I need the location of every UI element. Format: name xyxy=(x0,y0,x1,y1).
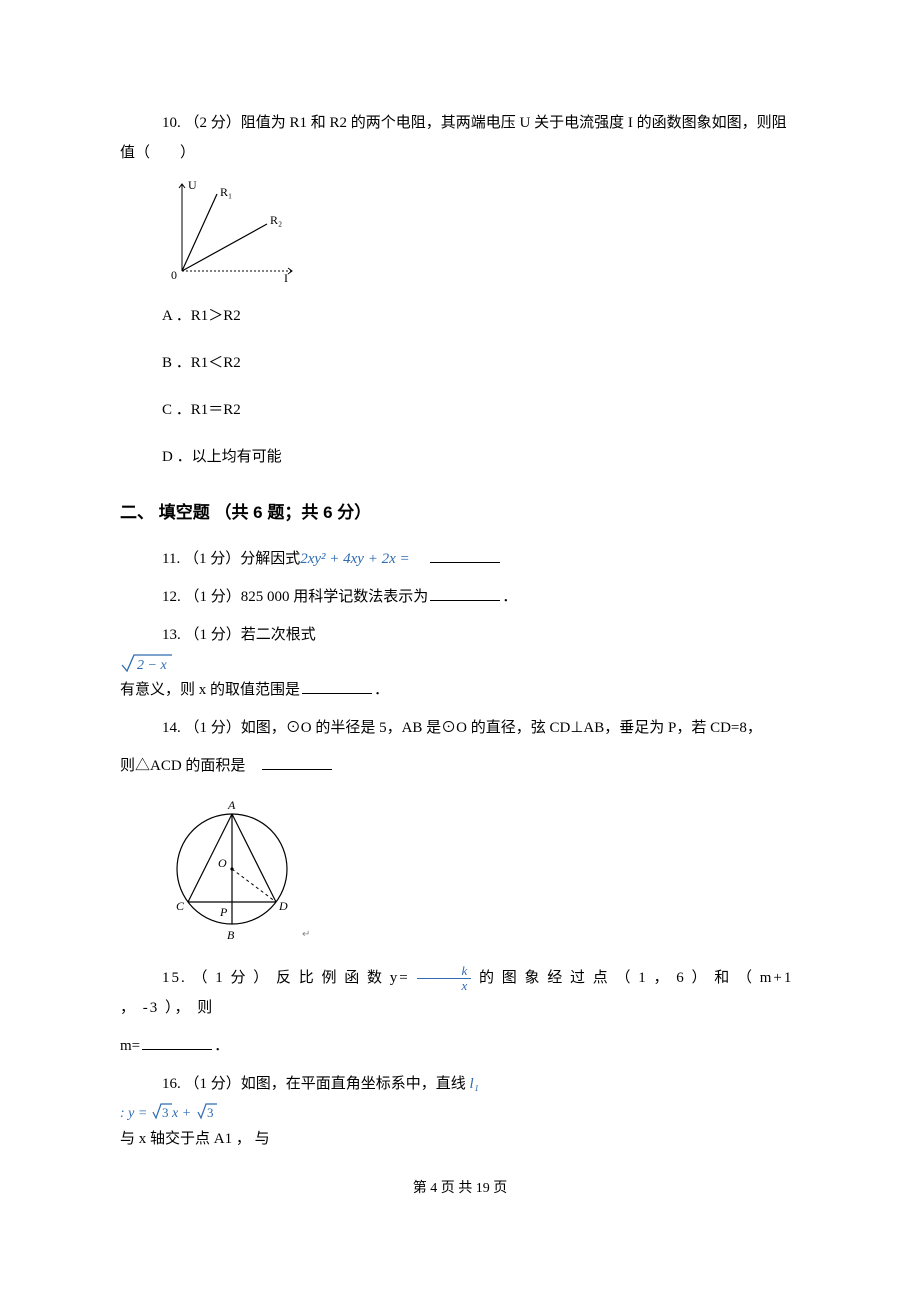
q11-text: 11. （1 分）分解因式2xy² + 4xy + 2x = xyxy=(120,544,800,574)
q14-line1: 14. （1 分）如图，⊙O 的半径是 5，AB 是⊙O 的直径，弦 CD⊥AB… xyxy=(120,713,800,743)
q16-suffix: 与 x 轴交于点 A1 ， 与 xyxy=(120,1131,270,1147)
q15-line1: 15. （ 1 分 ） 反 比 例 函 数 y= kx 的 图 象 经 过 点 … xyxy=(120,963,800,1023)
q14-line2: 则△ACD 的面积是 xyxy=(120,758,260,774)
q10-opt-c: C ．R1＝R2 xyxy=(120,394,800,427)
q13-radical: 2 − x xyxy=(120,651,800,675)
q13-text: 13. （1 分）若二次根式 2 − x 有意义，则 x 的取值范围是 ． xyxy=(120,620,800,705)
q12-text: 12. （1 分）825 000 用科学记数法表示为 ． xyxy=(120,582,800,612)
svg-text:D: D xyxy=(278,899,288,913)
q14-blank xyxy=(262,754,332,770)
page-content: 10. （2 分）阻值为 R1 和 R2 的两个电阻，其两端电压 U 关于电流强… xyxy=(0,0,920,1243)
axis-u-label: U xyxy=(188,178,197,192)
q16-prefix: 16. （1 分）如图，在平面直角坐标系中，直线 xyxy=(162,1076,470,1092)
q13-suffix: ． xyxy=(374,682,389,698)
svg-text:A: A xyxy=(227,798,236,812)
q15-prefix: 15. （ 1 分 ） 反 比 例 函 数 y= xyxy=(162,970,415,986)
r2-label: R₂ xyxy=(270,213,282,227)
q10-text: 10. （2 分）阻值为 R1 和 R2 的两个电阻，其两端电压 U 关于电流强… xyxy=(120,108,800,168)
origin-label: 0 xyxy=(171,268,177,282)
svg-text:B: B xyxy=(227,928,235,942)
q13-mid: 有意义，则 x 的取值范围是 xyxy=(120,682,300,698)
q11-blank xyxy=(430,547,500,563)
q16-eq: : y = 3 x + 3 xyxy=(120,1100,800,1124)
axis-i-label: I xyxy=(284,271,288,285)
svg-text:P: P xyxy=(219,905,228,919)
q13-blank xyxy=(302,678,372,694)
q10-graph: U I 0 R₁ R₂ xyxy=(162,176,800,286)
q10-opt-b: B ．R1＜R2 xyxy=(120,347,800,380)
q15-blank xyxy=(142,1034,212,1050)
q15-frac-num: k xyxy=(417,964,471,979)
q10-opt-d: D ．以上均有可能 xyxy=(120,441,800,474)
q16-text: 16. （1 分）如图，在平面直角坐标系中，直线 l₁ : y = 3 x + … xyxy=(120,1069,800,1154)
q12-suffix: ． xyxy=(502,589,517,605)
q11-prefix: 11. （1 分）分解因式 xyxy=(162,551,300,567)
q15-line2-suffix: ． xyxy=(214,1038,229,1054)
section-2-header: 二、 填空题 （共 6 题；共 6 分） xyxy=(120,496,800,530)
q15-line2: m= ． xyxy=(120,1031,800,1061)
svg-text:2 − x: 2 − x xyxy=(137,658,167,673)
q16-l1: l₁ xyxy=(470,1076,479,1092)
r1-label: R₁ xyxy=(220,185,232,199)
svg-text:C: C xyxy=(176,899,185,913)
q13-prefix: 13. （1 分）若二次根式 xyxy=(162,627,316,643)
svg-text:x +: x + xyxy=(171,1106,191,1121)
q15-line2-prefix: m= xyxy=(120,1038,140,1054)
q15-frac-den: x xyxy=(417,979,471,993)
q12-body: 12. （1 分）825 000 用科学记数法表示为 xyxy=(162,589,428,605)
page-footer: 第 4 页 共 19 页 xyxy=(120,1175,800,1203)
svg-text:3: 3 xyxy=(162,1105,169,1120)
svg-text:3: 3 xyxy=(207,1105,214,1120)
svg-text:O: O xyxy=(218,856,227,870)
q12-blank xyxy=(430,585,500,601)
q11-expr: 2xy² + 4xy + 2x = xyxy=(300,551,409,567)
q15-frac: kx xyxy=(417,964,471,994)
q14-line2-wrap: 则△ACD 的面积是 xyxy=(120,751,800,781)
svg-text:: y =: : y = xyxy=(120,1106,147,1121)
q10-opt-a: A ．R1＞R2 xyxy=(120,300,800,333)
q14-figure: A B C D O P ↵ xyxy=(162,789,800,949)
q11-suffix xyxy=(413,551,428,567)
svg-text:↵: ↵ xyxy=(302,929,310,940)
